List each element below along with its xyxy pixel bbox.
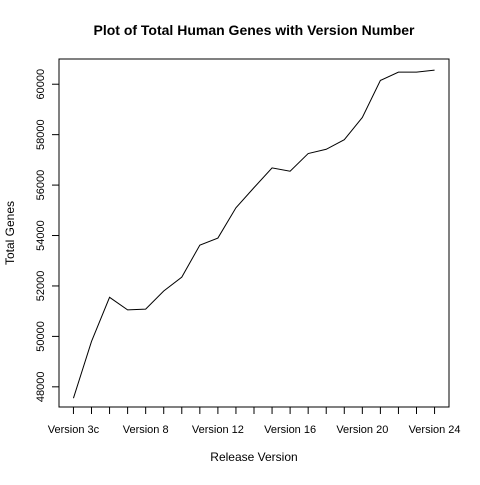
x-tick-label: Version 3c (48, 424, 100, 436)
y-tick-label: 48000 (35, 372, 47, 403)
y-axis-title: Total Genes (3, 201, 17, 265)
series-line (72, 69, 435, 399)
y-axis: 48000 50000 52000 54000 56000 58000 60000 (35, 69, 60, 403)
x-tick-label: Version 20 (336, 424, 388, 436)
x-tick-label: Version 16 (264, 424, 316, 436)
chart-title: Plot of Total Human Genes with Version N… (93, 22, 415, 38)
plot-area-frame (58, 58, 450, 408)
x-tick-label: Version 12 (192, 424, 244, 436)
x-axis: Version 3c Version 8 Version 12 Version 16 V… (48, 406, 461, 436)
y-tick-label: 58000 (35, 119, 47, 150)
x-axis-title: Release Version (210, 450, 297, 464)
y-tick-label: 50000 (35, 321, 47, 352)
y-tick-label: 52000 (35, 271, 47, 302)
x-tick-label: Version 8 (123, 424, 169, 436)
y-tick-label: 56000 (35, 170, 47, 201)
y-tick-label: 54000 (35, 220, 47, 251)
y-tick-label: 60000 (35, 69, 47, 100)
x-tick-label: Version 24 (409, 424, 461, 436)
series-group (72, 69, 435, 399)
